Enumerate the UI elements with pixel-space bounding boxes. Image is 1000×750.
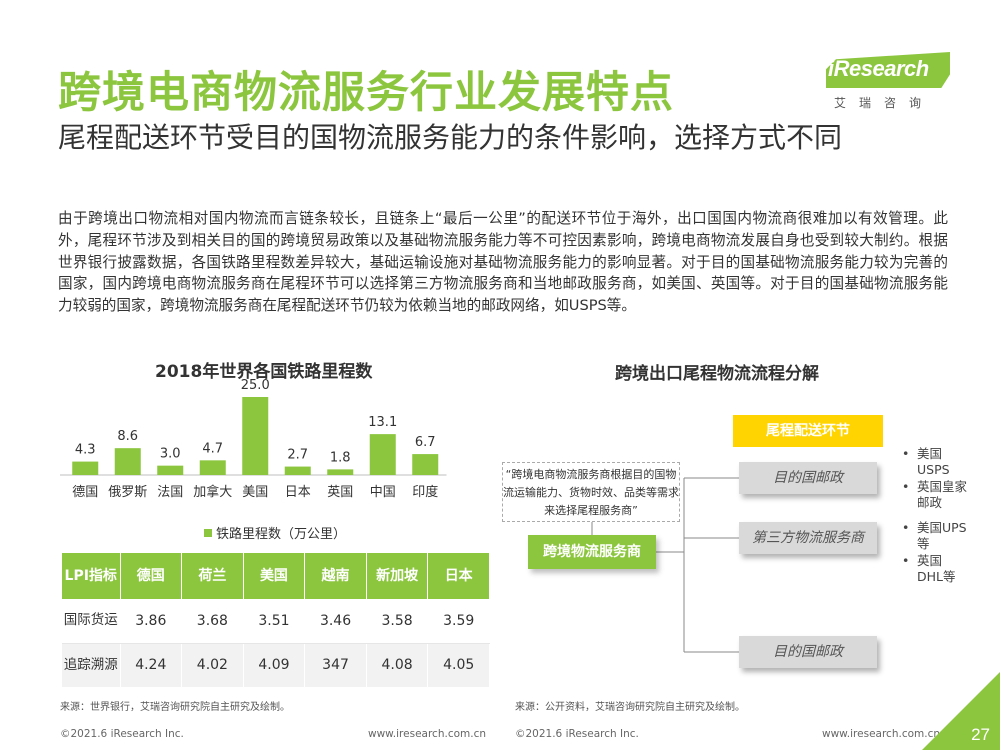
bar-4 xyxy=(242,397,269,475)
flow-title: 跨境出口尾程物流流程分解 xyxy=(615,364,819,384)
table-cell: 4.02 xyxy=(181,643,244,687)
bullet-icon: • xyxy=(902,446,910,461)
page-subtitle: 尾程配送环节受目的国物流服务能力的条件影响，选择方式不同 xyxy=(58,121,843,154)
data-label-6: 1.8 xyxy=(330,450,351,465)
data-label-2: 3.0 xyxy=(160,447,181,462)
category-label-1: 俄罗斯 xyxy=(108,485,147,500)
category-label-2: 法国 xyxy=(157,485,183,500)
lpi-header-cell: 美国 xyxy=(243,553,306,599)
table-cell: 3.86 xyxy=(120,599,183,644)
table-row: 国际货运 3.86 3.68 3.51 3.46 3.58 3.59 xyxy=(62,599,490,644)
bar-3 xyxy=(199,460,226,475)
origin-provider-box: 跨境物流服务商 xyxy=(528,535,656,569)
website-left: www.iresearch.com.cn xyxy=(368,728,487,740)
page-number-corner: 27 xyxy=(922,672,1000,750)
bar-chart: 4.3 德国 8.6 俄罗斯 3.0 法国 4.7 加拿大 25.0 美国 2.7 日本 1.8 英国 13… xyxy=(60,378,447,500)
intro-paragraph: 由于跨境出口物流相对国内物流而言链条较长，且链条上“最后一公里”的配送环节位于海… xyxy=(58,210,948,315)
page-title: 跨境电商物流服务行业发展特点 xyxy=(58,68,674,118)
data-label-4: 25.0 xyxy=(241,378,270,393)
source-note-right: 来源：公开资料，艾瑞咨询研究院自主研究及绘制。 xyxy=(515,702,745,713)
bar-2 xyxy=(157,465,184,475)
table-cell: 347 xyxy=(304,643,367,687)
category-label-7: 中国 xyxy=(370,485,396,500)
table-cell: 4.09 xyxy=(243,643,306,687)
lpi-header-cell: 德国 xyxy=(120,553,183,599)
table-cell: 4.08 xyxy=(366,643,429,687)
table-cell: 4.05 xyxy=(427,643,490,687)
bar-5 xyxy=(284,466,311,475)
logo-brand-text: iResearch xyxy=(828,56,929,81)
bar-7 xyxy=(369,434,396,475)
category-label-4: 美国 xyxy=(242,485,268,500)
bar-1 xyxy=(114,448,141,475)
page-number: 27 xyxy=(971,725,990,744)
table-cell: 4.24 xyxy=(120,643,183,687)
target-box-postal: 目的国邮政 xyxy=(739,462,877,494)
source-note-left: 来源：世界银行，艾瑞咨询研究院自主研究及绘制。 xyxy=(60,702,290,713)
carrier-label: 美国UPS等 xyxy=(917,520,967,551)
table-cell: 3.46 xyxy=(304,599,367,644)
stage-label-box: 尾程配送环节 xyxy=(733,415,883,447)
carrier-label: 美国USPS xyxy=(917,446,950,477)
lpi-header-row: LPI指标 德国 荷兰 美国 越南 新加坡 日本 xyxy=(62,553,490,599)
bar-6 xyxy=(327,469,354,475)
chart-title: 2018年世界各国铁路里程数 xyxy=(155,362,373,382)
data-label-3: 4.7 xyxy=(202,441,223,456)
lpi-table: LPI指标 德国 荷兰 美国 越南 新加坡 日本 国际货运 3.86 3.68 … xyxy=(62,553,490,687)
row-label: 国际货运 xyxy=(62,599,121,644)
website-right: www.iresearch.com.cn xyxy=(822,728,941,740)
category-label-6: 英国 xyxy=(327,485,353,500)
table-cell: 3.59 xyxy=(427,599,490,644)
copyright-left: ©2021.6 iResearch Inc. xyxy=(60,728,184,740)
iresearch-logo: iResearch 艾瑞咨询 xyxy=(826,52,956,114)
lpi-header-cell: 越南 xyxy=(304,553,367,599)
carrier-label: 英国皇家邮政 xyxy=(917,479,968,510)
bullet-icon: • xyxy=(902,553,910,568)
lpi-header-cell: 荷兰 xyxy=(181,553,244,599)
target-box-postal: 目的国邮政 xyxy=(739,636,877,668)
copyright-right: ©2021.6 iResearch Inc. xyxy=(515,728,639,740)
category-label-0: 德国 xyxy=(72,485,98,500)
lpi-header-cell: 新加坡 xyxy=(366,553,429,599)
data-label-1: 8.6 xyxy=(117,429,138,444)
category-label-8: 印度 xyxy=(412,484,438,500)
category-label-5: 日本 xyxy=(285,485,311,500)
row-label: 追踪溯源 xyxy=(62,643,121,687)
legend-label: 铁路里程数（万公里） xyxy=(216,527,347,542)
flow-note: “跨境电商物流服务商根据目的国物流运输能力、货物时效、品类等需求来选择尾程服务商… xyxy=(502,462,680,522)
category-label-3: 加拿大 xyxy=(193,484,232,500)
data-label-7: 13.1 xyxy=(368,415,397,430)
data-label-0: 4.3 xyxy=(75,443,96,458)
target-box-third-party: 第三方物流服务商 xyxy=(739,522,877,554)
lpi-header-cell: LPI指标 xyxy=(62,553,121,599)
table-cell: 3.58 xyxy=(366,599,429,644)
bar-0 xyxy=(72,461,99,475)
data-label-5: 2.7 xyxy=(287,448,308,463)
table-cell: 3.68 xyxy=(181,599,244,644)
legend-swatch xyxy=(204,529,212,537)
bar-8 xyxy=(412,454,439,475)
bullet-icon: • xyxy=(902,479,910,494)
data-label-8: 6.7 xyxy=(415,435,436,450)
lpi-header-cell: 日本 xyxy=(427,553,490,599)
chart-legend: 铁路里程数（万公里） xyxy=(204,523,346,542)
table-row: 追踪溯源 4.24 4.02 4.09 347 4.08 4.05 xyxy=(62,643,490,687)
carrier-label: 英国DHL等 xyxy=(917,553,956,584)
bullet-icon: • xyxy=(902,520,910,535)
logo-cn-text: 艾瑞咨询 xyxy=(834,96,935,110)
table-cell: 3.51 xyxy=(243,599,306,644)
corner-triangle xyxy=(922,672,1000,750)
